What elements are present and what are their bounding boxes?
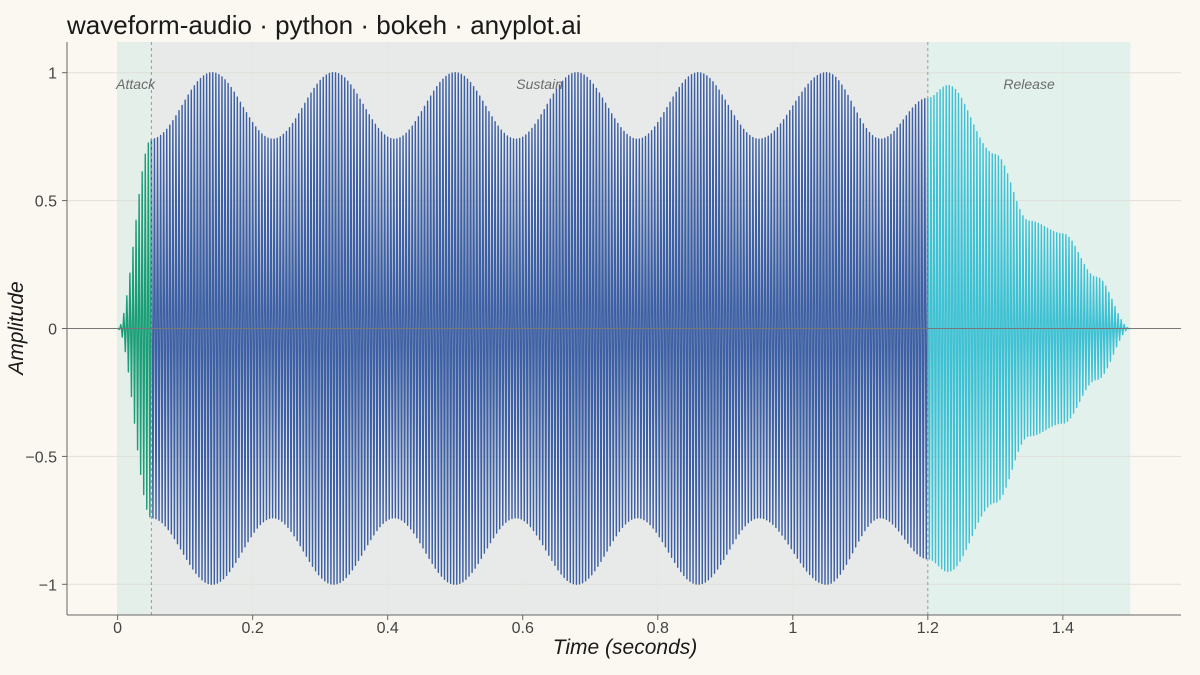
x-tick-label: 0.6 [512,620,534,637]
x-tick-label: 0 [113,620,122,637]
x-axis-label: Time (seconds) [553,636,698,659]
x-tick-label: 1 [788,620,797,637]
waveform-sustain [150,72,929,585]
x-tick-label: 1.4 [1052,620,1074,637]
region-label-sustain: Sustain [516,76,563,92]
y-tick-label: 0.5 [35,194,57,211]
tick-labels: 1 0.5 0 −0.5 −1 0 0.2 0.4 0.6 0.8 1 1.2 1.4 [25,66,1074,637]
x-tick-label: 0.4 [377,620,399,637]
x-tick-label: 0.2 [242,620,264,637]
waveform-attack [117,139,153,518]
x-tick-label: 0.8 [647,620,669,637]
chart-title: waveform-audio · python · bokeh · anyplo… [66,10,582,40]
waveform-release [927,84,1131,573]
y-tick-label: 1 [48,66,57,83]
y-tick-label: −1 [39,577,57,594]
x-tick-label: 1.2 [917,620,939,637]
region-label-attack: Attack [115,76,156,92]
region-label-release: Release [1003,76,1055,92]
y-tick-label: −0.5 [25,449,57,466]
y-tick-label: 0 [48,322,57,339]
waveform-series [117,72,1131,585]
y-axis-label: Amplitude [5,281,28,376]
region-labels: Attack Sustain Release [115,76,1055,92]
